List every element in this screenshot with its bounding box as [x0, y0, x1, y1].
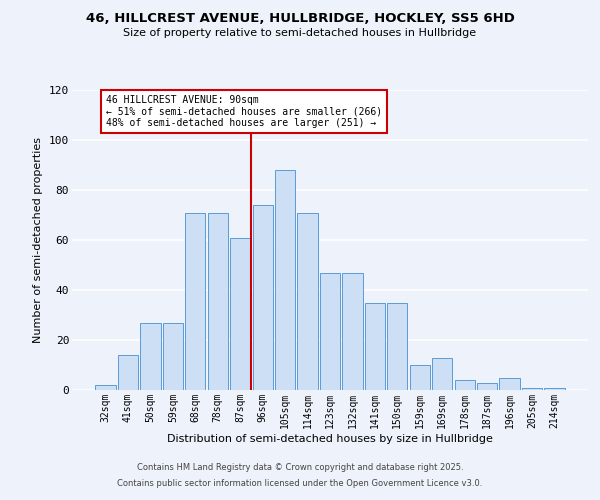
Bar	[185, 212, 205, 390]
Bar	[140, 322, 161, 390]
Bar	[544, 388, 565, 390]
Bar	[387, 302, 407, 390]
Bar	[455, 380, 475, 390]
Y-axis label: Number of semi-detached properties: Number of semi-detached properties	[34, 137, 43, 343]
Bar	[118, 355, 138, 390]
Bar	[163, 322, 183, 390]
Bar	[208, 212, 228, 390]
Bar	[343, 272, 362, 390]
Bar	[230, 238, 250, 390]
Bar	[95, 385, 116, 390]
Bar	[365, 302, 385, 390]
Text: Contains public sector information licensed under the Open Government Licence v3: Contains public sector information licen…	[118, 478, 482, 488]
Text: 46, HILLCREST AVENUE, HULLBRIDGE, HOCKLEY, SS5 6HD: 46, HILLCREST AVENUE, HULLBRIDGE, HOCKLE…	[86, 12, 514, 26]
Text: Size of property relative to semi-detached houses in Hullbridge: Size of property relative to semi-detach…	[124, 28, 476, 38]
Bar	[410, 365, 430, 390]
Bar	[298, 212, 317, 390]
Bar	[477, 382, 497, 390]
Bar	[499, 378, 520, 390]
Bar	[275, 170, 295, 390]
Text: 46 HILLCREST AVENUE: 90sqm
← 51% of semi-detached houses are smaller (266)
48% o: 46 HILLCREST AVENUE: 90sqm ← 51% of semi…	[106, 95, 382, 128]
Text: Contains HM Land Registry data © Crown copyright and database right 2025.: Contains HM Land Registry data © Crown c…	[137, 464, 463, 472]
Bar	[320, 272, 340, 390]
Bar	[432, 358, 452, 390]
X-axis label: Distribution of semi-detached houses by size in Hullbridge: Distribution of semi-detached houses by …	[167, 434, 493, 444]
Bar	[522, 388, 542, 390]
Bar	[253, 205, 273, 390]
